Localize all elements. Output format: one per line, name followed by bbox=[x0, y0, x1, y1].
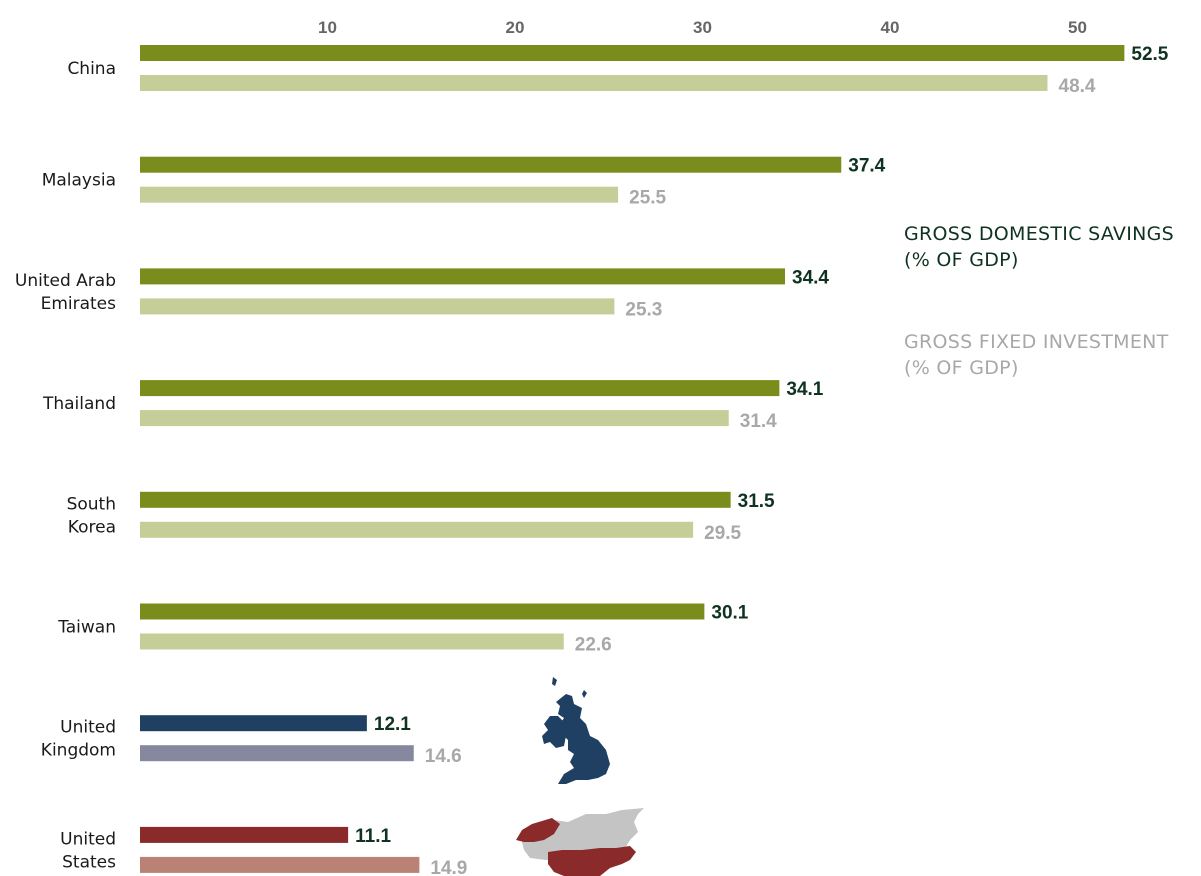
x-tick-label: 20 bbox=[506, 18, 525, 37]
country-label: United bbox=[60, 829, 116, 849]
legend-savings-line-1: GROSS DOMESTIC SAVINGS bbox=[904, 223, 1174, 245]
value-labels: 52.5 48.4 37.4 25.5 34.4 25.3 34.1 31.4 31.5 29.5… bbox=[355, 44, 1169, 876]
bar-investment bbox=[140, 745, 414, 762]
legend-savings: GROSS DOMESTIC SAVINGS (% OF GDP) bbox=[904, 221, 1174, 273]
bar-investment bbox=[140, 298, 615, 315]
bar-savings bbox=[140, 715, 367, 732]
value-label-investment: 14.9 bbox=[430, 858, 467, 876]
x-tick-label: 10 bbox=[318, 18, 337, 37]
bar-investment bbox=[140, 521, 694, 538]
country-label: States bbox=[62, 852, 116, 872]
bars bbox=[140, 45, 1125, 873]
bar-savings bbox=[140, 380, 780, 397]
bar-savings bbox=[140, 491, 731, 508]
legend-investment-line-1: GROSS FIXED INVESTMENT bbox=[904, 331, 1169, 353]
value-label-savings: 37.4 bbox=[848, 156, 885, 177]
x-tick-label: 50 bbox=[1068, 18, 1087, 37]
value-label-investment: 48.4 bbox=[1059, 76, 1096, 97]
value-label-investment: 25.3 bbox=[625, 299, 662, 320]
country-label: United Arab bbox=[15, 271, 116, 291]
bar-savings bbox=[140, 826, 349, 843]
value-label-savings: 34.4 bbox=[792, 267, 829, 288]
country-label: Taiwan bbox=[57, 618, 116, 638]
value-label-investment: 25.5 bbox=[629, 188, 666, 209]
value-label-savings: 30.1 bbox=[711, 603, 748, 624]
country-label: Thailand bbox=[42, 394, 116, 414]
country-label: Korea bbox=[68, 517, 116, 537]
uk-map-icon bbox=[542, 677, 610, 784]
x-axis-ticks: 10 20 30 40 50 bbox=[318, 18, 1087, 37]
value-label-savings: 52.5 bbox=[1131, 44, 1168, 65]
bar-savings bbox=[140, 603, 705, 620]
value-label-savings: 11.1 bbox=[355, 826, 391, 847]
value-label-investment: 29.5 bbox=[704, 523, 741, 544]
legend-savings-line-2: (% OF GDP) bbox=[904, 249, 1019, 271]
bar-investment bbox=[140, 186, 619, 203]
x-tick-label: 30 bbox=[693, 18, 712, 37]
country-label: Malaysia bbox=[42, 171, 116, 191]
country-label: South bbox=[67, 494, 116, 514]
value-label-investment: 31.4 bbox=[740, 411, 777, 432]
value-label-savings: 12.1 bbox=[374, 714, 411, 735]
country-labels: China Malaysia United Arab Emirates Thailand… bbox=[15, 59, 116, 872]
value-label-savings: 34.1 bbox=[786, 379, 823, 400]
legend-investment-line-2: (% OF GDP) bbox=[904, 357, 1019, 379]
north-america-map-icon bbox=[516, 808, 644, 876]
bar-investment bbox=[140, 410, 729, 427]
country-label: Emirates bbox=[41, 294, 117, 314]
bar-investment bbox=[140, 75, 1048, 91]
country-label: Kingdom bbox=[41, 741, 116, 761]
bar-savings bbox=[140, 156, 842, 173]
bar-investment bbox=[140, 633, 564, 650]
value-label-investment: 14.6 bbox=[425, 746, 462, 767]
bar-savings bbox=[140, 45, 1125, 61]
value-label-savings: 31.5 bbox=[738, 491, 775, 512]
x-tick-label: 40 bbox=[881, 18, 900, 37]
legend-investment: GROSS FIXED INVESTMENT (% OF GDP) bbox=[904, 329, 1169, 381]
bar-savings bbox=[140, 268, 785, 285]
country-label: China bbox=[67, 59, 116, 79]
value-label-investment: 22.6 bbox=[575, 635, 612, 656]
country-label: United bbox=[60, 718, 116, 738]
bar-investment bbox=[140, 856, 420, 873]
